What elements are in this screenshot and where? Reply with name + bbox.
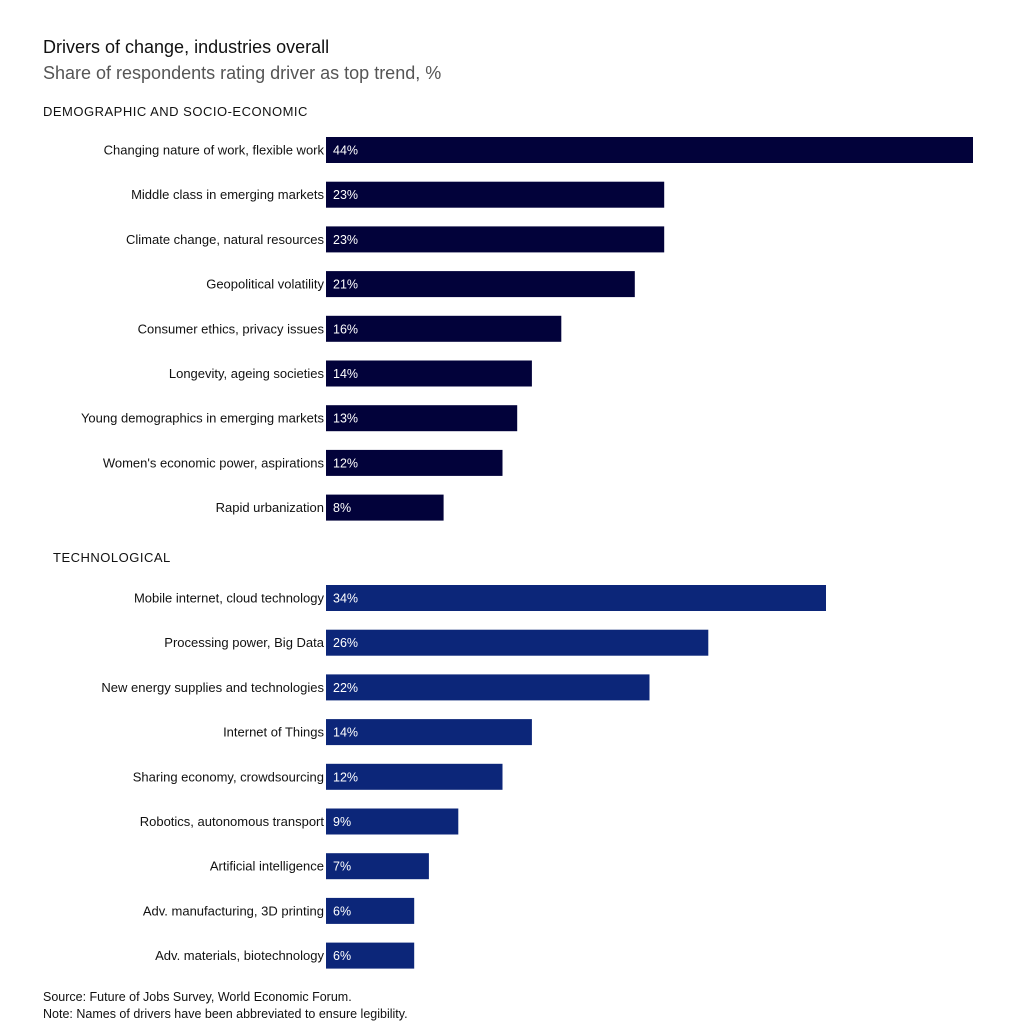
category-label: Climate change, natural resources: [126, 232, 324, 247]
data-label: 16%: [333, 322, 358, 336]
bar: [326, 405, 518, 432]
bar: [326, 494, 444, 521]
bar: [326, 763, 503, 790]
section-heading-technological: TECHNOLOGICAL: [53, 550, 171, 565]
data-label: 6%: [333, 949, 351, 963]
data-label: 34%: [333, 592, 358, 606]
data-label: 14%: [333, 726, 358, 740]
chart-subtitle: Share of respondents rating driver as to…: [43, 63, 442, 83]
bar: [326, 449, 503, 476]
data-label: 13%: [333, 412, 358, 426]
category-label: Adv. manufacturing, 3D printing: [143, 903, 324, 918]
category-label: Robotics, autonomous transport: [140, 814, 325, 829]
data-label: 23%: [333, 233, 358, 247]
bar: [326, 942, 415, 969]
bar: [326, 315, 562, 342]
bar: [326, 181, 665, 208]
bar: [326, 719, 532, 746]
source-note: Source: Future of Jobs Survey, World Eco…: [43, 990, 352, 1004]
bar: [326, 137, 973, 163]
data-label: 8%: [333, 501, 351, 515]
category-label: Rapid urbanization: [216, 500, 324, 515]
category-label: Changing nature of work, flexible work: [104, 143, 325, 158]
category-label: Processing power, Big Data: [164, 635, 324, 650]
category-label: New energy supplies and technologies: [101, 680, 324, 695]
data-label: 9%: [333, 815, 351, 829]
bar: [326, 629, 709, 656]
category-label: Longevity, ageing societies: [169, 366, 325, 381]
category-label: Adv. materials, biotechnology: [155, 948, 324, 963]
category-label: Consumer ethics, privacy issues: [138, 321, 325, 336]
chart-title: Drivers of change, industries overall: [43, 37, 330, 57]
data-label: 26%: [333, 636, 358, 650]
category-label: Middle class in emerging markets: [131, 187, 324, 202]
abbreviation-note: Note: Names of drivers have been abbrevi…: [43, 1007, 408, 1021]
category-label: Artificial intelligence: [210, 859, 324, 874]
data-label: 12%: [333, 770, 358, 784]
bar-chart: Changing nature of work, flexible work 44…: [81, 137, 973, 969]
bar: [326, 853, 429, 880]
bar: [326, 271, 635, 298]
bar: [326, 897, 415, 924]
bar: [326, 585, 826, 611]
data-label: 6%: [333, 904, 351, 918]
bar: [326, 674, 650, 701]
category-label: Internet of Things: [223, 725, 324, 740]
data-label: 12%: [333, 456, 358, 470]
data-label: 7%: [333, 860, 351, 874]
bar: [326, 360, 532, 387]
category-label: Mobile internet, cloud technology: [134, 591, 325, 606]
bar: [326, 226, 665, 253]
data-label: 21%: [333, 278, 358, 292]
data-label: 14%: [333, 367, 358, 381]
category-label: Young demographics in emerging markets: [81, 411, 325, 426]
category-label: Sharing economy, crowdsourcing: [133, 769, 324, 784]
data-label: 44%: [333, 144, 358, 158]
category-label: Women's economic power, aspirations: [103, 455, 325, 470]
data-label: 23%: [333, 188, 358, 202]
section-heading-demographic: DEMOGRAPHIC AND SOCIO-ECONOMIC: [43, 104, 308, 119]
bar: [326, 808, 459, 835]
category-label: Geopolitical volatility: [206, 277, 324, 292]
data-label: 22%: [333, 681, 358, 695]
